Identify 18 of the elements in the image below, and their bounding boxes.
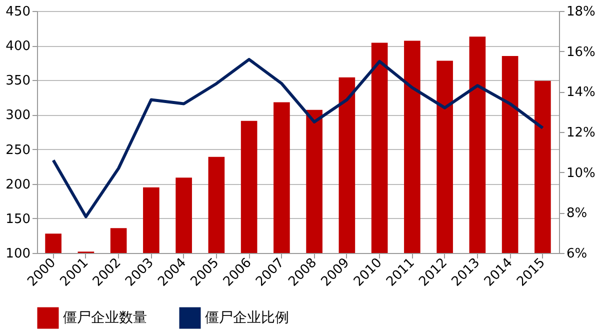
y-tick-label: 250 <box>6 142 30 158</box>
y2-tick-label: 8% <box>566 206 588 222</box>
y-tick-label: 300 <box>6 108 30 124</box>
y2-tick-label: 6% <box>566 246 588 262</box>
y2-tick-label: 18% <box>566 4 596 20</box>
y-tick-label: 150 <box>6 212 30 227</box>
y2-tick-label: 14% <box>566 85 596 100</box>
y-tick-label: 350 <box>6 74 30 89</box>
legend-label: 僵尸企业数量 <box>63 310 147 326</box>
y2-tick-label: 12% <box>566 126 596 140</box>
y-tick-label: 100 <box>6 246 30 262</box>
legend-label: 僵尸企业比例 <box>205 310 289 326</box>
y-tick-label: 400 <box>6 39 30 54</box>
y-tick-label: 200 <box>6 177 30 192</box>
line-series <box>52 58 544 218</box>
y2-tick-label: 16% <box>566 44 596 60</box>
y-tick-label: 450 <box>6 4 30 20</box>
y2-tick-label: 10% <box>566 166 596 181</box>
